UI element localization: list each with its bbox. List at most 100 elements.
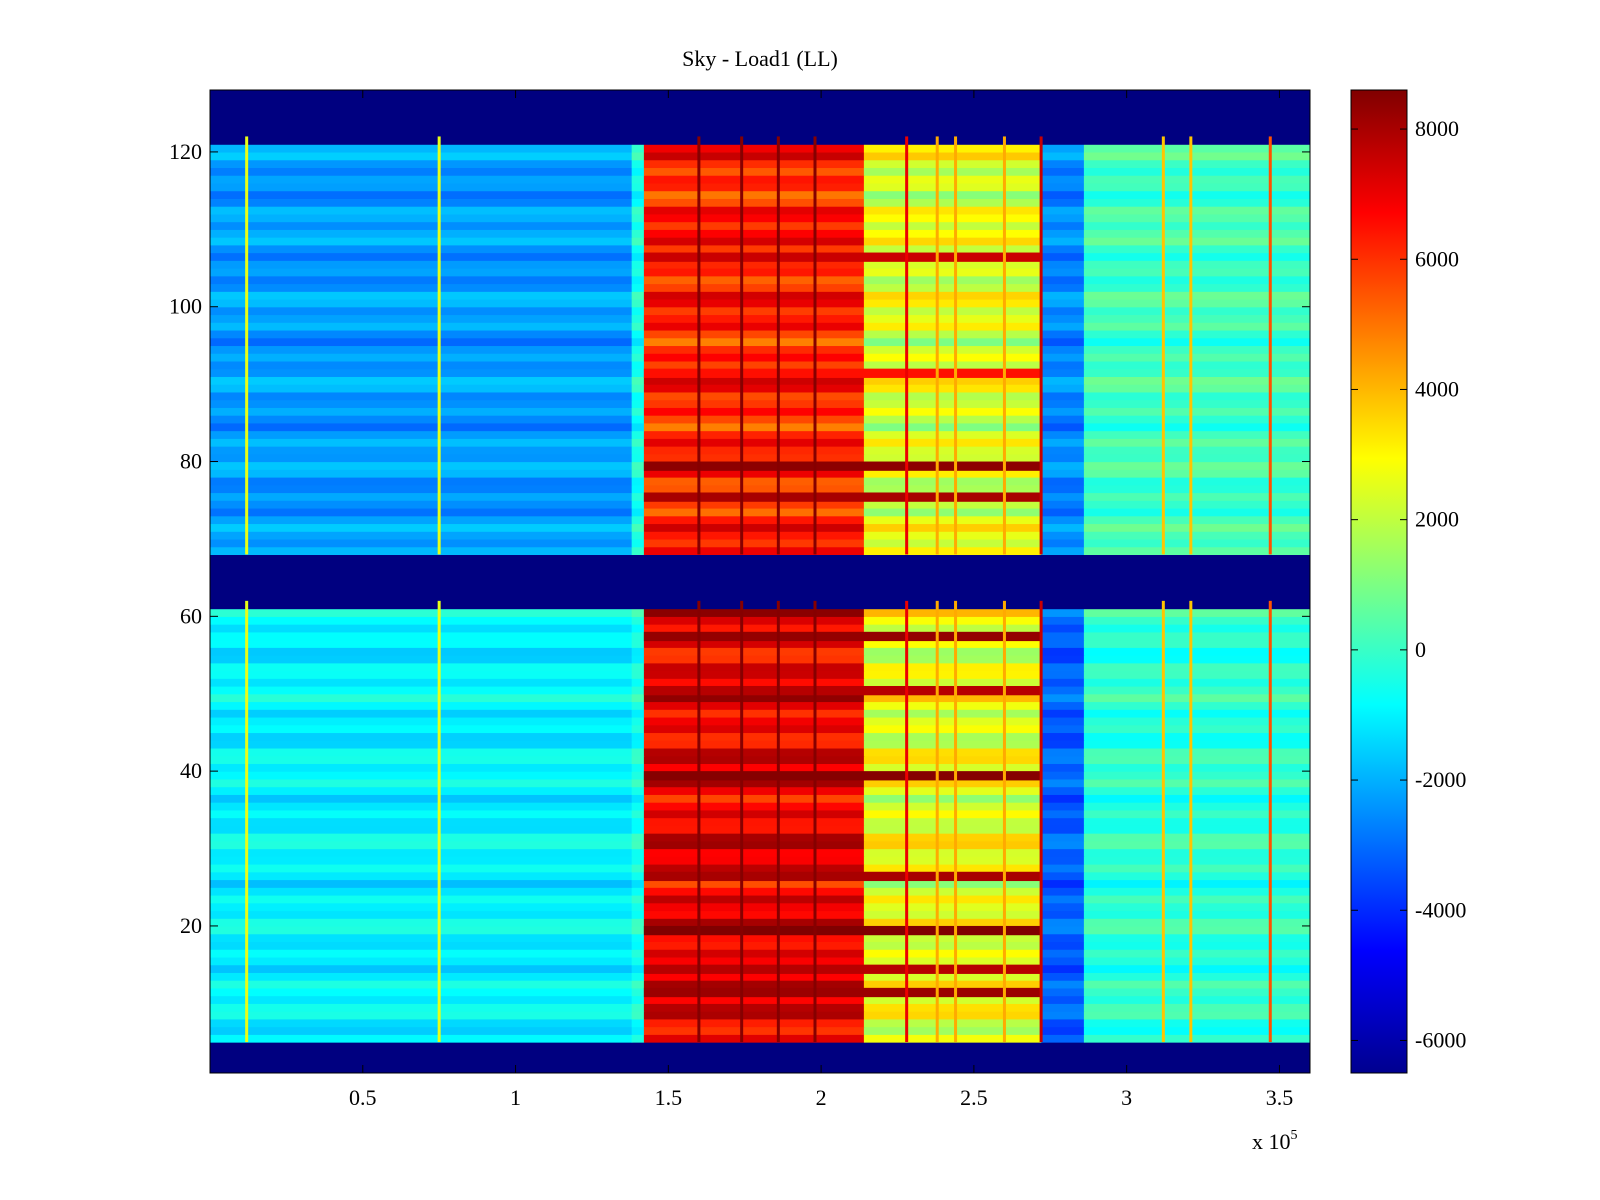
horizontal-band — [643, 252, 1042, 262]
heatmap-cell — [1083, 461, 1310, 470]
heatmap-cell — [1083, 786, 1310, 795]
heatmap-cell — [210, 1003, 633, 1012]
heatmap-cell — [1083, 244, 1310, 254]
heatmap-cell — [863, 198, 1042, 207]
heatmap-cell — [631, 817, 645, 826]
masked-row-cell — [210, 585, 1310, 594]
heatmap-cell — [643, 716, 865, 726]
heatmap-cell — [863, 639, 1042, 648]
heatmap-cell — [210, 438, 633, 447]
heatmap-cell — [210, 469, 633, 478]
heatmap-cell — [1041, 941, 1085, 950]
heatmap-cell — [631, 918, 645, 927]
heatmap-cell — [1041, 918, 1085, 927]
heatmap-cell — [1041, 894, 1085, 904]
heatmap-cell — [1083, 337, 1310, 347]
heatmap-cell — [643, 887, 865, 896]
heatmap-cell — [1041, 182, 1085, 192]
heatmap-cell — [1083, 1003, 1310, 1012]
heatmap-cell — [631, 802, 645, 811]
heatmap-cell — [643, 956, 865, 966]
heatmap-cell — [1083, 631, 1310, 641]
heatmap-cell — [210, 337, 633, 347]
heatmap-cell — [631, 771, 645, 780]
heatmap-cell — [1041, 453, 1085, 463]
heatmap-cell — [631, 159, 645, 169]
heatmap-cell — [643, 283, 865, 292]
heatmap-cell — [210, 655, 633, 664]
y-tick-label: 40 — [180, 758, 202, 783]
heatmap-cell — [643, 329, 865, 339]
heatmap-cell — [643, 840, 865, 850]
heatmap-cell — [631, 825, 645, 834]
heatmap-cell — [210, 353, 633, 362]
plot-frame — [209, 89, 1311, 1074]
heatmap-cell — [1083, 175, 1310, 184]
heatmap-cell — [863, 159, 1042, 169]
heatmap-cell — [1041, 871, 1085, 881]
heatmap-cell — [1083, 956, 1310, 966]
heatmap-cell — [1083, 608, 1310, 617]
colorbar-tick-label: -6000 — [1415, 1027, 1466, 1052]
heatmap-cell — [1041, 167, 1085, 176]
heatmap-cell — [1083, 701, 1310, 710]
masked-row-cell — [210, 136, 1310, 145]
heatmap-cell — [643, 291, 865, 300]
heatmap-cell — [863, 477, 1042, 486]
heatmap-cell — [210, 275, 633, 285]
heatmap-cell — [1083, 1026, 1310, 1035]
heatmap-cell — [631, 507, 645, 517]
heatmap-cell — [643, 500, 865, 509]
vertical-spike — [1189, 136, 1193, 555]
heatmap-cell — [1083, 763, 1310, 772]
heatmap-cell — [863, 910, 1042, 919]
heatmap-cell — [1083, 190, 1310, 199]
heatmap-cell — [210, 709, 633, 718]
heatmap-cell — [1083, 848, 1310, 857]
heatmap-cell — [643, 608, 865, 617]
heatmap-cell — [631, 902, 645, 912]
heatmap-cell — [631, 747, 645, 757]
heatmap-cell — [210, 972, 633, 981]
heatmap-cell — [631, 515, 645, 525]
heatmap-cell — [863, 538, 1042, 548]
heatmap-cell — [643, 1018, 865, 1028]
heatmap-cell — [643, 670, 865, 679]
heatmap-cell — [210, 956, 633, 966]
masked-row-cell — [210, 1049, 1310, 1059]
heatmap-cell — [643, 353, 865, 362]
heatmap-cell — [863, 933, 1042, 943]
heatmap-cell — [643, 1011, 865, 1020]
vertical-spike — [1161, 136, 1165, 555]
heatmap-cell — [631, 941, 645, 950]
heatmap-cell — [863, 840, 1042, 850]
heatmap-cell — [1083, 980, 1310, 989]
heatmap-cell — [210, 268, 633, 277]
heatmap-cell — [1083, 972, 1310, 981]
heatmap-cell — [210, 693, 633, 703]
heatmap-cell — [631, 732, 645, 741]
heatmap-cell — [210, 167, 633, 176]
heatmap-cell — [863, 670, 1042, 679]
heatmap-cell — [210, 724, 633, 734]
heatmap-cell — [643, 531, 865, 540]
heatmap-cell — [1041, 1003, 1085, 1012]
heatmap-cell — [1083, 747, 1310, 757]
heatmap-cell — [643, 469, 865, 478]
heatmap-cell — [1041, 198, 1085, 207]
heatmap-cell — [1083, 430, 1310, 439]
heatmap-cell — [1041, 631, 1085, 641]
heatmap-cell — [631, 144, 645, 153]
heatmap-cell — [643, 972, 865, 981]
heatmap-cell — [1083, 910, 1310, 919]
heatmap-cell — [1041, 469, 1085, 478]
heatmap-cell — [631, 151, 645, 161]
heatmap-cell — [1083, 477, 1310, 486]
heatmap-cell — [1083, 345, 1310, 354]
heatmap-cell — [631, 616, 645, 625]
heatmap-cell — [1041, 244, 1085, 254]
heatmap-cell — [631, 322, 645, 331]
heatmap-cell — [863, 415, 1042, 424]
heatmap-cell — [1083, 484, 1310, 494]
heatmap-cell — [210, 918, 633, 927]
